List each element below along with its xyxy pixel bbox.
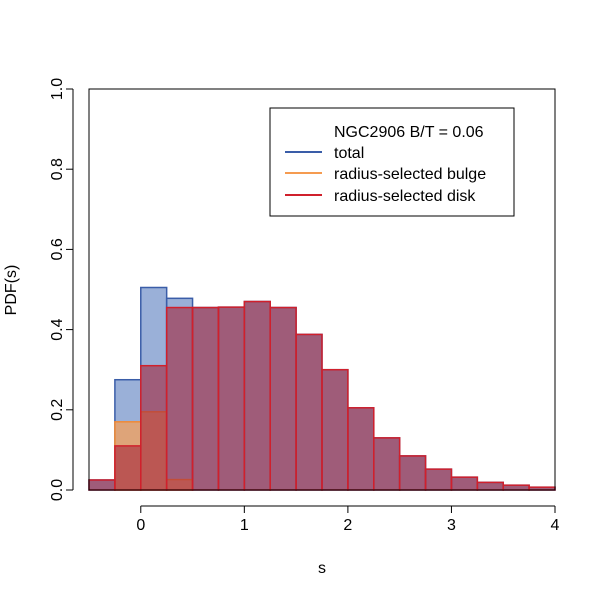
- bar-disk-9: [321, 368, 349, 491]
- y-tick-label: 0.6: [49, 238, 66, 260]
- legend-title: NGC2906 B/T = 0.06: [334, 124, 484, 141]
- bar-disk-0: [88, 479, 116, 491]
- x-tick-label: 4: [551, 517, 560, 534]
- bar-disk-6: [243, 300, 271, 491]
- bar-disk-2: [140, 364, 168, 491]
- x-tick-label: 1: [240, 517, 249, 534]
- x-axis-label: s: [318, 560, 326, 577]
- y-tick-label: 0.4: [49, 318, 66, 340]
- bar-disk-16: [502, 484, 530, 491]
- bar-disk-15: [476, 481, 504, 491]
- bar-disk-1: [114, 445, 142, 491]
- y-tick-label: 0.2: [49, 399, 66, 421]
- y-axis: 0.0 0.2 0.4 0.6 0.8 1.0: [49, 78, 74, 501]
- x-tick-label: 2: [343, 517, 352, 534]
- histogram-bars: [88, 286, 556, 491]
- y-tick-label: 0.0: [49, 479, 66, 501]
- legend-label-disk: radius-selected disk: [334, 188, 476, 205]
- bar-disk-12: [398, 455, 427, 491]
- legend: NGC2906 B/T = 0.06 total radius-selected…: [269, 107, 515, 217]
- bar-disk-3: [165, 306, 194, 491]
- x-axis: 0 1 2 3 4: [136, 505, 560, 534]
- legend-label-total: total: [334, 145, 364, 162]
- bar-disk-10: [347, 407, 375, 491]
- bar-disk-4: [191, 306, 220, 491]
- bar-disk-13: [424, 468, 453, 491]
- legend-label-bulge: radius-selected bulge: [334, 166, 486, 183]
- x-tick-label: 3: [447, 517, 456, 534]
- x-tick-label: 0: [136, 517, 145, 534]
- bar-disk-7: [269, 306, 297, 491]
- y-tick-label: 0.8: [49, 158, 66, 180]
- bar-disk-14: [450, 476, 479, 491]
- y-axis-label: PDF(s): [3, 265, 20, 316]
- legend-box: [269, 107, 515, 217]
- bar-disk-8: [295, 333, 323, 491]
- bar-disk-5: [217, 306, 246, 491]
- y-tick-label: 1.0: [49, 78, 66, 100]
- plot-frame: [88, 88, 556, 491]
- bar-disk-11: [373, 437, 401, 491]
